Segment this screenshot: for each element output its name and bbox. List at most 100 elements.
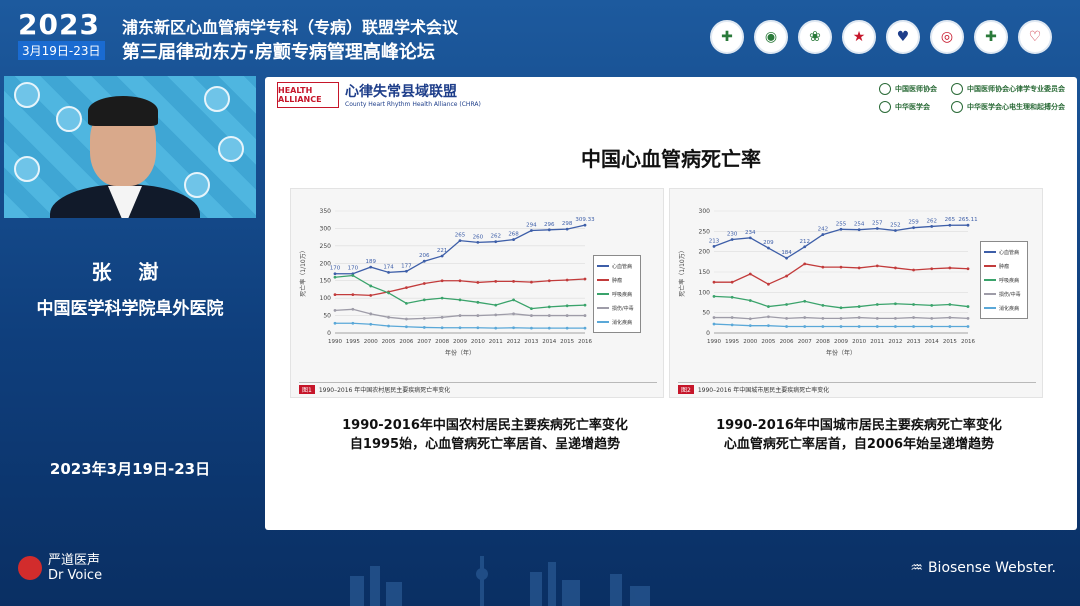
y-tick-label: 250 — [320, 243, 332, 250]
hospital-logo-2: ◉ — [754, 20, 788, 54]
data-point — [422, 282, 426, 285]
data-point — [821, 265, 825, 269]
data-point — [857, 228, 861, 232]
data-point — [333, 272, 337, 276]
data-point — [748, 299, 752, 302]
data-point — [966, 325, 970, 328]
x-axis-label: 年份（年） — [826, 349, 856, 357]
figure-caption-text: 1990–2016 年中国城市居民主要疾病死亡率变化 — [697, 387, 830, 394]
x-tick-label: 2016 — [578, 339, 592, 345]
rural-summary-line1: 1990-2016年中国农村居民主要疾病死亡率变化 — [342, 418, 628, 433]
data-point — [839, 227, 843, 231]
data-point — [857, 305, 861, 308]
data-point — [948, 325, 952, 328]
data-point — [512, 326, 515, 330]
data-label: 255 — [836, 221, 847, 227]
speaker-organization: 中国医学科学院阜外医院 — [36, 299, 224, 319]
x-tick-label: 2014 — [542, 339, 556, 345]
y-tick-label: 300 — [699, 208, 711, 215]
legend-item: 消化疾病 — [597, 315, 637, 329]
data-point — [369, 265, 373, 269]
data-point — [405, 269, 408, 273]
urban-chart-legend: 心血管病 肿瘤 呼吸疾病 损伤/中毒 消化疾病 — [980, 241, 1028, 319]
data-point — [405, 286, 408, 290]
data-label: 212 — [799, 239, 810, 245]
data-point — [767, 246, 770, 250]
data-point — [894, 266, 897, 270]
legend-swatch — [597, 279, 609, 281]
event-date: 2023年3月19日-23日 — [49, 460, 211, 478]
data-point — [748, 324, 752, 328]
x-tick-label: 2009 — [834, 339, 848, 345]
data-point — [494, 280, 498, 283]
data-point — [351, 321, 355, 325]
data-label: 265 — [945, 217, 956, 223]
hospital-logo-4: ★ — [842, 20, 876, 54]
data-point — [512, 298, 515, 302]
data-point — [530, 326, 533, 330]
data-label: 294 — [526, 223, 537, 229]
data-point — [875, 325, 879, 328]
data-point — [387, 324, 390, 328]
data-point — [333, 308, 337, 312]
legend-item: 肿瘤 — [984, 259, 1024, 273]
data-point — [565, 278, 569, 282]
data-point — [748, 317, 752, 321]
backdrop-logo-icon — [56, 106, 82, 132]
conference-title-line2: 第三届律动东方·房颤专病管理高峰论坛 — [122, 42, 435, 63]
data-point — [966, 267, 970, 271]
data-point — [803, 325, 807, 328]
data-point — [712, 316, 716, 319]
data-point — [476, 300, 480, 304]
data-point — [530, 280, 533, 284]
y-tick-label: 0 — [327, 330, 331, 337]
y-tick-label: 250 — [699, 228, 711, 235]
data-point — [712, 280, 716, 284]
urban-chart-svg: 0 50 100 150 200 250 300 1990 1995 2000 2005 2006 20… — [678, 208, 978, 357]
data-point — [821, 316, 825, 320]
data-label: 170 — [330, 266, 341, 272]
data-point — [894, 302, 897, 306]
y-tick-label: 150 — [699, 269, 711, 276]
data-point — [712, 322, 716, 326]
data-point — [712, 244, 716, 248]
legend-item: 损伤/中毒 — [984, 287, 1024, 301]
x-tick-label: 2006 — [780, 339, 794, 345]
data-point — [839, 316, 843, 320]
urban-summary-line1: 1990-2016年中国城市居民主要疾病死亡率变化 — [716, 418, 1002, 433]
data-point — [712, 295, 716, 298]
y-tick-label: 100 — [320, 295, 332, 302]
data-point — [894, 229, 897, 232]
x-tick-label: 2007 — [798, 339, 812, 345]
city-skyline-decoration — [350, 556, 650, 606]
data-point — [351, 274, 355, 277]
data-label: 213 — [709, 238, 720, 244]
backdrop-logo-icon — [14, 82, 40, 108]
y-tick-label: 50 — [323, 313, 331, 320]
x-tick-label: 1990 — [328, 339, 342, 345]
data-point — [839, 265, 843, 269]
data-point — [839, 325, 843, 328]
data-point — [912, 303, 915, 306]
data-point — [730, 316, 734, 319]
x-tick-label: 2010 — [471, 339, 485, 345]
alliance-name-cn: 心律失常县域联盟 — [345, 84, 457, 100]
y-tick-label: 50 — [702, 310, 710, 317]
association-logo-icon — [951, 83, 963, 95]
conference-year-badge: 2023 3月19日-23日 — [18, 10, 106, 60]
dr-voice-logo-icon — [18, 556, 42, 580]
data-point — [458, 326, 462, 330]
data-point — [912, 268, 915, 272]
hospital-logo-1: ✚ — [710, 20, 744, 54]
x-tick-label: 2012 — [507, 339, 521, 345]
x-tick-label: 2013 — [524, 339, 538, 345]
data-point — [785, 274, 788, 278]
x-tick-label: 2008 — [435, 339, 449, 345]
data-point — [547, 314, 551, 317]
figure-number: 图2 — [678, 385, 694, 394]
x-tick-label: 2012 — [888, 339, 902, 345]
data-point — [948, 223, 952, 227]
data-point — [547, 326, 551, 330]
y-tick-label: 150 — [320, 278, 332, 285]
legend-swatch — [597, 265, 609, 267]
